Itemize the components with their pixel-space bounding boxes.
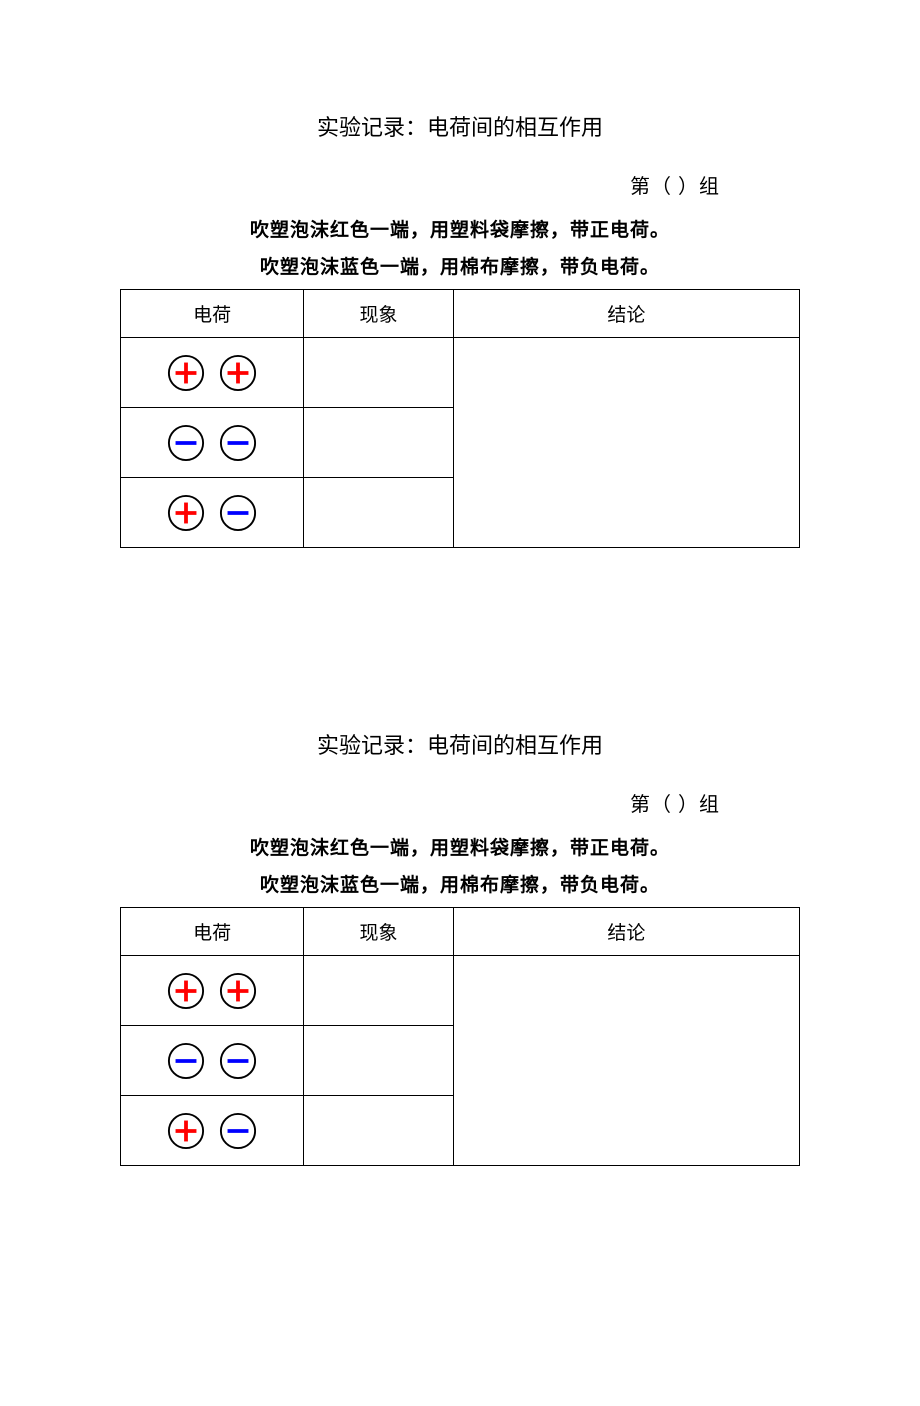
table-row [121,338,800,408]
phenomenon-cell [304,956,453,1026]
positive-charge-icon [219,354,257,392]
conclusion-cell [453,956,799,1166]
experiment-title: 实验记录：电荷间的相互作用 [120,728,800,760]
positive-charge-icon [167,354,205,392]
instruction-line-2: 吹塑泡沫蓝色一端，用棉布摩擦，带负电荷。 [120,870,800,897]
conclusion-cell [453,338,799,548]
group-label: 第（ ）组 [120,170,800,199]
instruction-line-1: 吹塑泡沫红色一端，用塑料袋摩擦，带正电荷。 [120,833,800,860]
phenomenon-cell [304,478,453,548]
column-header-conclusion: 结论 [453,908,799,956]
column-header-charge: 电荷 [121,290,304,338]
table-header-row: 电荷 现象 结论 [121,908,800,956]
phenomenon-cell [304,1026,453,1096]
instruction-line-2: 吹塑泡沫蓝色一端，用棉布摩擦，带负电荷。 [120,252,800,279]
charge-cell-pos-neg [121,1096,304,1166]
experiment-title: 实验记录：电荷间的相互作用 [120,110,800,142]
positive-charge-icon [219,972,257,1010]
column-header-phenomenon: 现象 [304,908,453,956]
positive-charge-icon [167,1112,205,1150]
experiment-table: 电荷 现象 结论 [120,907,800,1166]
negative-charge-icon [219,1112,257,1150]
charge-cell-pos-neg [121,478,304,548]
charge-cell-pos-pos [121,338,304,408]
column-header-conclusion: 结论 [453,290,799,338]
charge-pair [129,1042,295,1080]
negative-charge-icon [219,424,257,462]
group-label: 第（ ）组 [120,788,800,817]
experiment-block-1: 实验记录：电荷间的相互作用 第（ ）组 吹塑泡沫红色一端，用塑料袋摩擦，带正电荷… [120,110,800,548]
charge-pair [129,972,295,1010]
phenomenon-cell [304,408,453,478]
charge-pair [129,494,295,532]
table-header-row: 电荷 现象 结论 [121,290,800,338]
experiment-block-2: 实验记录：电荷间的相互作用 第（ ）组 吹塑泡沫红色一端，用塑料袋摩擦，带正电荷… [120,728,800,1166]
phenomenon-cell [304,1096,453,1166]
table-row [121,956,800,1026]
experiment-table: 电荷 现象 结论 [120,289,800,548]
charge-cell-neg-neg [121,1026,304,1096]
charge-pair [129,1112,295,1150]
negative-charge-icon [167,424,205,462]
positive-charge-icon [167,972,205,1010]
column-header-charge: 电荷 [121,908,304,956]
negative-charge-icon [219,1042,257,1080]
instruction-line-1: 吹塑泡沫红色一端，用塑料袋摩擦，带正电荷。 [120,215,800,242]
charge-cell-pos-pos [121,956,304,1026]
phenomenon-cell [304,338,453,408]
positive-charge-icon [167,494,205,532]
column-header-phenomenon: 现象 [304,290,453,338]
charge-pair [129,354,295,392]
charge-pair [129,424,295,462]
negative-charge-icon [167,1042,205,1080]
negative-charge-icon [219,494,257,532]
charge-cell-neg-neg [121,408,304,478]
